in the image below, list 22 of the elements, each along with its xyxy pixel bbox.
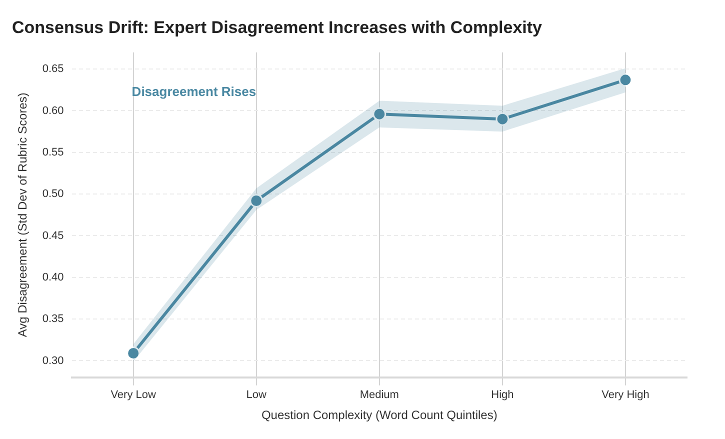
- y-tick-label: 0.50: [42, 188, 64, 200]
- x-tick-label: Medium: [360, 389, 399, 402]
- point: [372, 107, 386, 121]
- y-tick-label: 0.35: [42, 313, 64, 326]
- x-tick-label: Very High: [602, 389, 650, 402]
- x-tick-label: Very Low: [110, 389, 156, 402]
- chart-title: Consensus Drift: Expert Disagreement Increases with Complexity: [12, 18, 543, 37]
- point: [618, 73, 632, 87]
- point: [126, 346, 140, 360]
- y-tick-label: 0.60: [42, 104, 64, 117]
- x-axis-title: Question Complexity (Word Count Quintiles): [261, 408, 498, 422]
- x-tick-label: Low: [246, 389, 267, 402]
- x-tick-label: High: [491, 389, 514, 402]
- point: [496, 112, 510, 126]
- y-axis-title: Avg Disagreement (Std Dev of Rubric Scores): [16, 92, 30, 338]
- y-tick-label: 0.65: [42, 63, 64, 76]
- y-tick-label: 0.40: [42, 271, 64, 284]
- y-tick-label: 0.45: [42, 230, 64, 242]
- y-tick-label: 0.30: [42, 354, 64, 367]
- annotation: Disagreement Rises: [132, 84, 256, 99]
- y-tick-label: 0.55: [42, 146, 64, 158]
- point: [250, 194, 264, 208]
